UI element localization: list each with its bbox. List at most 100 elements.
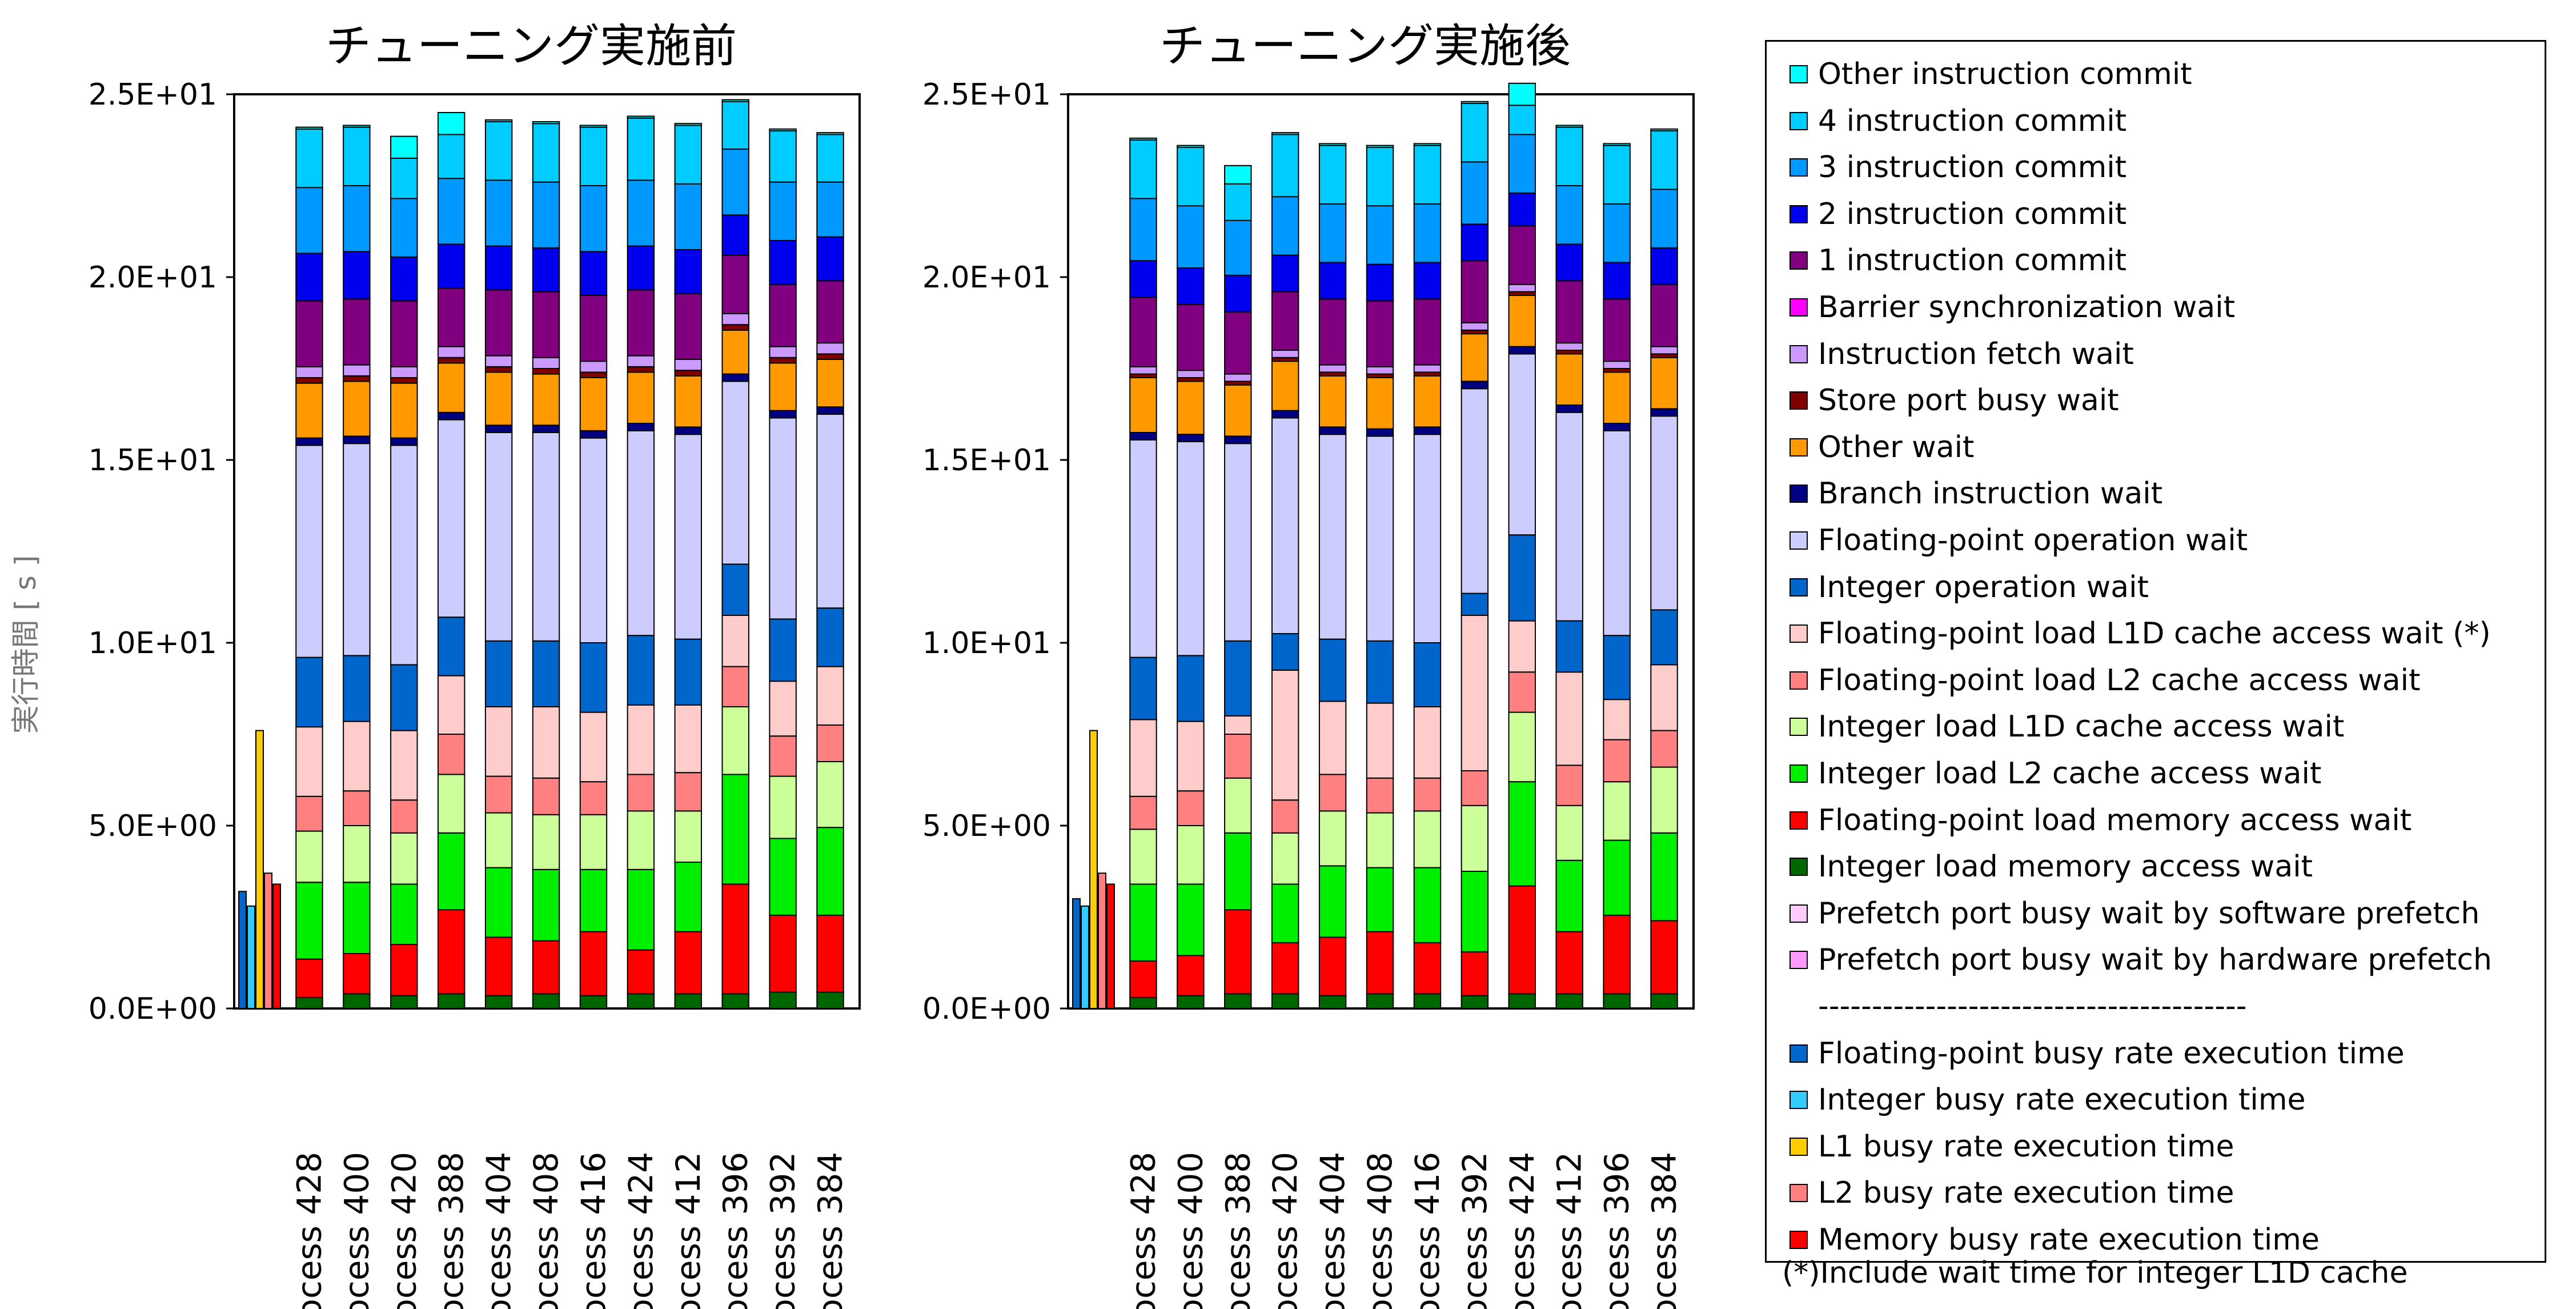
- bar-segment: [1555, 125, 1583, 128]
- bar-segment: [532, 814, 560, 870]
- bar-segment: [390, 377, 418, 384]
- bar-segment: [1413, 777, 1442, 812]
- bar-segment: [343, 882, 371, 954]
- legend-label: Memory busy rate execution time: [1818, 1223, 2320, 1257]
- bar-segment: [1177, 995, 1205, 1009]
- bar-segment: [532, 291, 560, 358]
- bar-segment: [390, 664, 418, 731]
- bar-segment: [1366, 867, 1394, 932]
- legend-swatch: [1789, 158, 1808, 177]
- legend-swatch: [1789, 1184, 1808, 1203]
- bar-segment: [1271, 350, 1299, 358]
- bar-segment: [769, 914, 797, 993]
- bar-segment: [1508, 534, 1536, 622]
- bar-segment: [1555, 185, 1583, 245]
- legend-busy-item: L2 busy rate execution time: [1789, 1173, 2234, 1213]
- bar-segment: [484, 640, 513, 708]
- bar-segment: [484, 119, 513, 123]
- bar-segment: [1366, 300, 1394, 367]
- bar-segment: [1508, 711, 1536, 783]
- bar-segment: [295, 882, 323, 960]
- y-tick-label: 0.0E+00: [922, 992, 1051, 1026]
- bar-segment: [627, 423, 655, 431]
- bar-segment: [343, 435, 371, 445]
- bar-segment: [484, 812, 513, 868]
- legend-label: Other wait: [1818, 430, 1975, 465]
- busy-rate-bar: [1106, 883, 1115, 1010]
- x-tick-label: Process 420: [384, 1152, 423, 1309]
- bar-segment: [1508, 192, 1536, 227]
- bar-segment: [1177, 441, 1205, 656]
- bar-segment: [1271, 410, 1299, 419]
- bar-segment: [674, 125, 703, 185]
- bar-segment: [721, 313, 749, 326]
- bar-segment: [1129, 198, 1157, 262]
- legend-swatch: [1789, 858, 1808, 876]
- bar-segment: [1366, 377, 1394, 430]
- legend-footnote: (*)Include wait time for integer L1D cac…: [1782, 1256, 2408, 1290]
- bar-segment: [1603, 371, 1631, 425]
- legend-busy-item: Integer busy rate execution time: [1789, 1080, 2306, 1120]
- bar-segment: [1318, 774, 1347, 812]
- bar-segment: [674, 370, 703, 377]
- legend-swatch: [1789, 951, 1808, 970]
- bar-segment: [721, 324, 749, 331]
- bar-segment: [1318, 145, 1347, 205]
- bar-segment: [1224, 909, 1252, 995]
- bar-segment: [1271, 196, 1299, 256]
- bar-segment: [1129, 139, 1157, 199]
- bar-segment: [343, 790, 371, 826]
- bar-segment: [1271, 942, 1299, 995]
- bar-segment: [1603, 361, 1631, 370]
- bar-segment: [816, 991, 844, 1009]
- bar-segment: [1224, 777, 1252, 834]
- bar-segment: [579, 931, 608, 996]
- bar-segment: [1603, 143, 1631, 146]
- bar-segment: [579, 126, 608, 187]
- bar-segment: [1603, 298, 1631, 362]
- bar-segment: [1413, 375, 1442, 428]
- y-tick-label: 2.0E+01: [922, 261, 1051, 295]
- bar-segment: [1508, 134, 1536, 194]
- bar-segment: [1603, 739, 1631, 783]
- x-tick-label: Process 428: [290, 1152, 328, 1309]
- bar-segment: [674, 810, 703, 863]
- bar-segment: [816, 236, 844, 282]
- bar-segment: [1555, 243, 1583, 282]
- bar-segment: [1224, 384, 1252, 437]
- bar-segment: [721, 615, 749, 667]
- bar-segment: [437, 243, 466, 289]
- bar-segment: [627, 245, 655, 291]
- bar-segment: [532, 993, 560, 1010]
- bar-segment: [1603, 423, 1631, 431]
- bar-segment: [1650, 920, 1678, 995]
- bar-segment: [816, 607, 844, 667]
- legend-item: Floating-point load L1D cache access wai…: [1789, 614, 2491, 654]
- bar-segment: [1603, 203, 1631, 263]
- y-tick-label: 1.5E+01: [922, 443, 1051, 478]
- bar-segment: [1318, 143, 1347, 146]
- bar-segment: [1555, 126, 1583, 187]
- x-tick-label: Process 420: [1266, 1152, 1305, 1309]
- bar-segment: [390, 366, 418, 378]
- legend-swatch: [1789, 1137, 1808, 1156]
- legend-item: 4 instruction commit: [1789, 101, 2126, 141]
- bar-segment: [1603, 993, 1631, 1010]
- legend-label: 4 instruction commit: [1818, 103, 2127, 138]
- bar-segment: [484, 432, 513, 642]
- bar-segment: [484, 936, 513, 996]
- legend-item: Floating-point load memory access wait: [1789, 800, 2412, 840]
- bar-segment: [816, 181, 844, 238]
- legend-busy-item: Floating-point busy rate execution time: [1789, 1034, 2405, 1074]
- bar-segment: [1460, 615, 1489, 771]
- bar-segment: [721, 149, 749, 216]
- bar-segment: [1650, 357, 1678, 410]
- bar-segment: [484, 775, 513, 814]
- bar-segment: [1460, 995, 1489, 1009]
- bar-segment: [769, 357, 797, 364]
- bar-segment: [532, 777, 560, 815]
- bar-segment: [721, 381, 749, 565]
- bar-segment: [343, 364, 371, 377]
- bar-segment: [1650, 730, 1678, 768]
- bar-segment: [1366, 146, 1394, 207]
